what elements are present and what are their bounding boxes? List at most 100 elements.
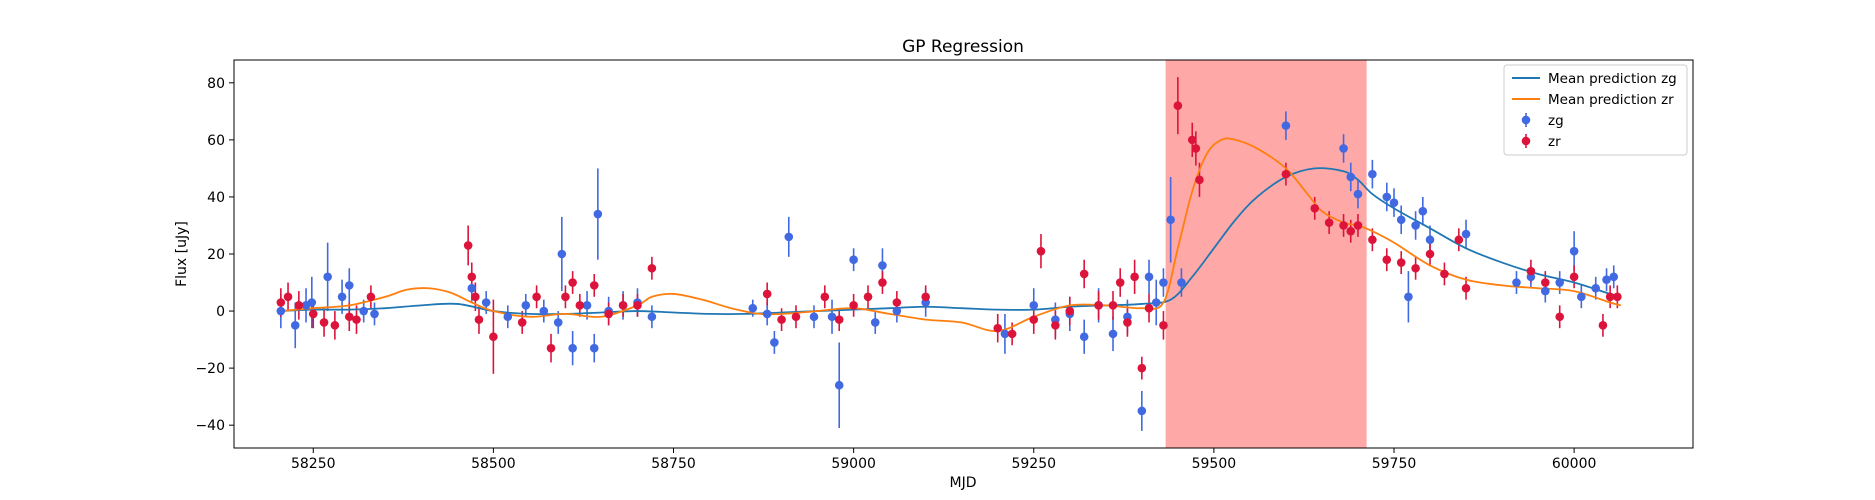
data-point: [1404, 292, 1413, 302]
data-point: [762, 309, 772, 319]
data-point: [647, 263, 657, 273]
data-point: [870, 318, 880, 327]
data-point: [1115, 278, 1125, 287]
data-point: [1577, 292, 1586, 302]
data-point: [1411, 263, 1420, 273]
data-point: [539, 306, 549, 316]
x-tick-label: 58500: [471, 456, 516, 472]
data-point: [1173, 101, 1183, 110]
data-point: [1396, 258, 1406, 267]
data-point: [557, 249, 567, 259]
data-point: [921, 292, 930, 302]
y-tick-label: 20: [207, 247, 225, 263]
data-point: [471, 292, 480, 302]
data-point: [1151, 298, 1161, 307]
data-point: [1425, 235, 1435, 245]
y-tick-label: 0: [216, 304, 225, 320]
data-point: [777, 315, 786, 324]
x-tick-label: 59000: [831, 456, 876, 472]
data-point: [276, 306, 286, 316]
data-point: [589, 343, 599, 353]
data-point: [834, 380, 844, 390]
data-point: [319, 318, 329, 327]
data-point: [1512, 278, 1521, 287]
data-point: [1065, 306, 1075, 316]
data-point: [878, 278, 887, 287]
data-point: [467, 272, 477, 282]
data-point: [276, 298, 286, 307]
data-point: [1605, 292, 1615, 302]
data-point: [892, 306, 902, 316]
legend-marker-swatch: [1521, 115, 1531, 125]
data-point: [344, 281, 354, 290]
data-point: [1108, 329, 1118, 339]
data-point: [463, 241, 473, 250]
data-point: [546, 343, 556, 353]
data-point: [489, 332, 498, 342]
data-point: [1339, 144, 1348, 153]
data-point: [323, 272, 332, 282]
data-point: [330, 321, 340, 330]
data-point-layer: [276, 101, 1622, 416]
data-point: [1353, 189, 1363, 199]
data-point: [474, 315, 484, 324]
data-point: [593, 209, 603, 219]
data-point: [1007, 329, 1017, 339]
data-point: [892, 298, 902, 307]
y-tick-label: −20: [195, 361, 225, 377]
data-point: [993, 323, 1003, 333]
data-point: [561, 292, 570, 302]
data-point: [809, 312, 819, 322]
data-point: [618, 301, 628, 310]
data-point: [294, 301, 304, 310]
data-point: [1591, 283, 1601, 293]
data-point: [1382, 255, 1392, 265]
data-point: [820, 292, 830, 302]
data-point: [366, 292, 376, 302]
data-point: [827, 312, 837, 322]
data-point: [1130, 272, 1139, 282]
data-point: [1598, 321, 1608, 330]
y-axis-label: Flux [uJy]: [174, 221, 190, 287]
data-point: [481, 298, 491, 307]
data-point: [1079, 332, 1089, 342]
data-point: [503, 312, 513, 322]
data-point: [370, 309, 379, 319]
legend-entry-label: Mean prediction zr: [1548, 92, 1674, 108]
data-point: [1382, 192, 1392, 202]
data-point: [1166, 215, 1175, 225]
data-point: [1137, 406, 1147, 416]
x-axis-label: MJD: [950, 475, 977, 491]
data-point: [1177, 278, 1186, 287]
data-point: [1461, 229, 1471, 239]
data-point: [532, 292, 541, 302]
data-point: [568, 278, 577, 287]
data-point: [863, 292, 873, 302]
data-point: [1540, 286, 1550, 296]
data-point: [1602, 275, 1611, 284]
legend-entry-label: Mean prediction zg: [1548, 71, 1677, 87]
data-point: [791, 312, 801, 322]
data-point: [1159, 278, 1168, 287]
data-point: [633, 301, 642, 310]
legend-marker-swatch: [1521, 136, 1531, 146]
data-point: [1029, 301, 1039, 310]
data-point: [1029, 315, 1039, 324]
data-point: [1339, 221, 1348, 230]
x-axis-ticks: 58250 58500 58750 59000 59250 59500 59750 60000: [291, 448, 1596, 472]
data-point: [849, 301, 858, 310]
data-point: [307, 298, 317, 307]
data-point: [1036, 246, 1046, 256]
y-tick-label: 40: [207, 190, 225, 206]
data-point: [337, 292, 347, 302]
data-point: [568, 343, 577, 353]
data-point: [521, 301, 531, 310]
data-point: [1191, 144, 1201, 153]
data-point: [834, 315, 844, 324]
y-tick-label: −40: [195, 418, 225, 434]
data-point: [1613, 292, 1622, 302]
data-point: [1555, 312, 1565, 322]
data-point: [467, 283, 477, 293]
data-point: [359, 306, 368, 316]
